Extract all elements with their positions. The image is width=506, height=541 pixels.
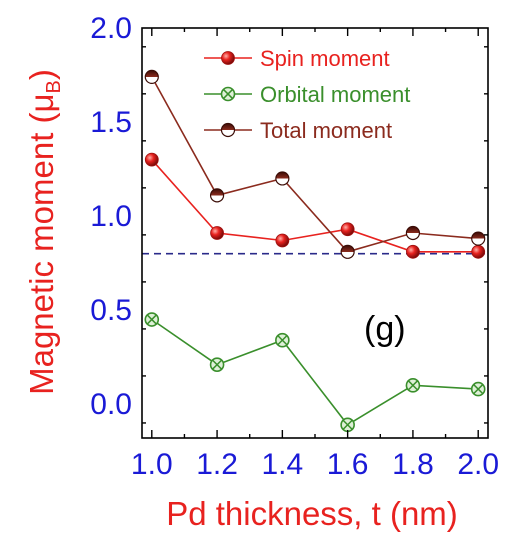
- total-point: [209, 188, 225, 203]
- orbital-point: [405, 378, 421, 393]
- total-point: [405, 225, 421, 241]
- total-series-line: [151, 76, 479, 253]
- legend-swatch-marker: [220, 122, 236, 138]
- spin-marker-sphere: [221, 51, 235, 65]
- total-marker-circle: [209, 188, 225, 203]
- spin-marker-sphere: [144, 152, 159, 167]
- x-tick-label: 2.0: [457, 448, 499, 481]
- orbital-series-line: [151, 318, 479, 426]
- spin-marker-sphere: [210, 226, 224, 240]
- orbital-point: [470, 381, 486, 397]
- y-tick-label: 0.0: [90, 388, 132, 421]
- x-tick-label: 1.0: [131, 448, 173, 481]
- total-point: [275, 171, 290, 186]
- x-axis-title: Pd thickness, t (nm): [166, 495, 458, 532]
- orbital-marker-cross-b: [472, 383, 484, 395]
- legend-label: Spin moment: [260, 46, 390, 71]
- y-tick-label: 0.5: [90, 294, 132, 327]
- spin-marker-sphere: [275, 233, 290, 248]
- plot-area: [142, 76, 488, 426]
- spin-series-line: [151, 159, 479, 253]
- spin-point: [144, 152, 159, 167]
- x-tick-label: 1.4: [261, 448, 303, 481]
- spin-marker-sphere: [471, 244, 486, 259]
- total-point: [471, 231, 486, 246]
- y-tick-label: 1.0: [90, 200, 132, 233]
- orbital-point: [209, 357, 225, 372]
- orbital-marker-cross-b: [146, 314, 158, 325]
- total-marker-circle: [275, 171, 290, 186]
- spin-point: [275, 233, 290, 248]
- legend-swatch-marker: [220, 86, 236, 102]
- orbital-marker-cross-b: [222, 88, 234, 100]
- data-markers: [144, 69, 486, 433]
- legend-entry-spin: Spin moment: [204, 46, 390, 71]
- spin-point: [406, 244, 420, 259]
- legend-label: Total moment: [260, 118, 392, 143]
- spin-point: [210, 226, 224, 240]
- total-marker-circle: [405, 225, 421, 241]
- panel-label: (g): [364, 310, 406, 348]
- y-axis-title-subscript: B: [43, 80, 65, 93]
- total-point: [144, 69, 159, 84]
- legend-label: Orbital moment: [260, 82, 410, 107]
- legend-entry-total: Total moment: [204, 118, 392, 143]
- x-tick-label: 1.6: [327, 448, 369, 481]
- y-axis-title-end: ): [23, 69, 60, 80]
- spin-point: [340, 222, 355, 237]
- y-tick-label: 2.0: [90, 12, 132, 45]
- total-marker-circle: [340, 244, 355, 259]
- orbital-marker-cross-b: [277, 334, 288, 346]
- x-tick-label: 1.8: [392, 448, 434, 481]
- y-tick-label: 1.5: [90, 106, 132, 139]
- orbital-point: [275, 332, 290, 348]
- orbital-marker-cross-b: [407, 380, 419, 391]
- total-marker-circle: [471, 231, 486, 246]
- spin-marker-sphere: [340, 222, 355, 237]
- y-axis-title-main: Magnetic moment (μ: [23, 93, 60, 394]
- y-axis-title: Magnetic moment (μB): [23, 69, 65, 395]
- legend: Spin moment Orbital moment Total moment: [204, 46, 410, 143]
- spin-point: [471, 244, 486, 259]
- orbital-marker-cross-b: [342, 419, 353, 431]
- spin-marker-sphere: [406, 244, 420, 259]
- total-marker-circle: [144, 69, 159, 84]
- total-marker-circle: [220, 122, 236, 138]
- orbital-point: [144, 312, 160, 327]
- orbital-marker-cross-b: [211, 359, 223, 370]
- axes: 0.0 0.5 1.0 1.5 2.0 1.0 1.2 1.4 1.6 1.8 2.0: [90, 12, 499, 481]
- legend-entry-orbital: Orbital moment: [204, 82, 410, 107]
- orbital-point: [340, 417, 355, 433]
- total-point: [340, 244, 355, 259]
- legend-swatch-marker: [221, 51, 235, 65]
- x-tick-label: 1.2: [196, 448, 238, 481]
